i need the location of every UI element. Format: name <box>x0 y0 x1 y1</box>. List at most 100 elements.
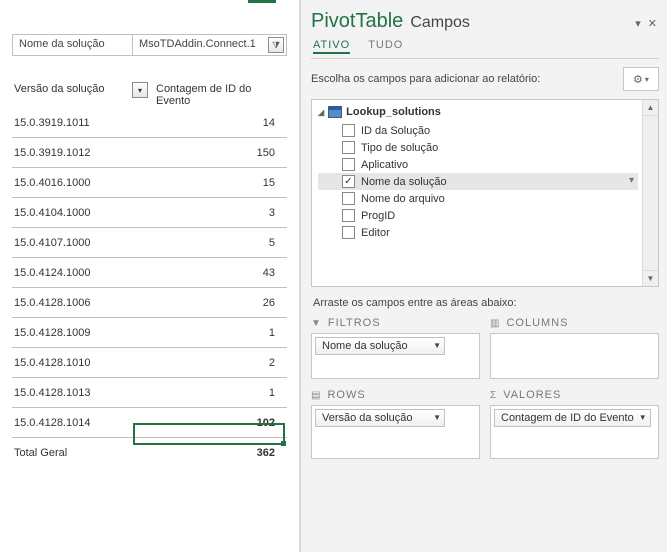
filter-icon: ▼ <box>311 318 322 329</box>
field-label: ProgID <box>361 210 395 222</box>
pivot-row-label[interactable]: 15.0.4128.1006 <box>12 297 132 309</box>
pivot-row-value[interactable]: 1 <box>132 327 287 339</box>
pivot-data-row: 15.0.4128.1009 1 <box>12 318 287 348</box>
pivot-total-label[interactable]: Total Geral <box>12 447 132 459</box>
pivot-row-value[interactable]: 14 <box>132 117 287 129</box>
pivot-data-row: 15.0.4104.1000 3 <box>12 198 287 228</box>
pivot-data-row: 15.0.4016.1000 15 <box>12 168 287 198</box>
pivot-data-row: 15.0.4128.1014 102 <box>12 408 287 438</box>
area-filters-title: ▼ FILTROS <box>311 317 480 329</box>
pivot-row-label[interactable]: 15.0.4128.1013 <box>12 387 132 399</box>
pivot-row-label[interactable]: 15.0.4104.1000 <box>12 207 132 219</box>
pivot-filter-dropdown[interactable]: ⧩ <box>268 37 284 53</box>
chevron-down-icon[interactable]: ▼ <box>433 341 441 350</box>
pivot-value-field-header[interactable]: Contagem de ID do Evento <box>132 80 287 102</box>
field-item[interactable]: ProgID <box>318 207 654 224</box>
pivot-sheet: Nome da solução MsoTDAddin.Connect.1 ⧩ V… <box>0 0 300 552</box>
drop-areas: ▼ FILTROS Nome da solução ▼ ▥ COLUMNS <box>311 317 659 459</box>
collapse-icon: ◢ <box>318 108 324 117</box>
table-icon <box>328 106 342 118</box>
chip-values[interactable]: Contagem de ID do Evento ▼ <box>494 409 651 427</box>
tab-all[interactable]: TUDO <box>368 39 403 51</box>
pivot-row-value[interactable]: 1 <box>132 387 287 399</box>
pivot-total-value-cell[interactable]: 362 <box>132 447 287 459</box>
pivot-row-value[interactable]: 2 <box>132 357 287 369</box>
field-item[interactable]: ✓ Nome da solução ▾ <box>318 173 638 190</box>
field-label: Nome do arquivo <box>361 193 445 205</box>
chevron-down-icon[interactable]: ▼ <box>639 413 647 422</box>
field-item[interactable]: Aplicativo <box>318 156 654 173</box>
field-item[interactable]: Editor <box>318 224 654 241</box>
area-values-title: Σ VALORES <box>490 389 659 401</box>
field-list: ◢ Lookup_solutions ID da Solução Tipo de… <box>311 99 659 287</box>
pivot-filter-value-cell[interactable]: MsoTDAddin.Connect.1 ⧩ <box>133 35 286 55</box>
area-values-label: VALORES <box>503 389 561 401</box>
pivot-row-value[interactable]: 43 <box>132 267 287 279</box>
pane-window-buttons[interactable]: ▾ ✕ <box>635 17 659 30</box>
pivot-total-row: Total Geral 362 <box>12 438 287 468</box>
field-label: Nome da solução <box>361 176 447 188</box>
area-rows-label: ROWS <box>327 389 365 401</box>
chevron-down-icon[interactable]: ▼ <box>433 413 441 422</box>
pivot-filter-field[interactable]: Nome da solução <box>13 35 133 55</box>
field-checkbox[interactable]: ✓ <box>342 175 355 188</box>
scroll-down-icon[interactable]: ▼ <box>643 270 658 286</box>
table-node[interactable]: ◢ Lookup_solutions <box>318 106 654 118</box>
pivot-row-value[interactable]: 15 <box>132 177 287 189</box>
columns-icon: ▥ <box>490 318 500 329</box>
area-filters-label: FILTROS <box>328 317 381 329</box>
pivot-headers: Versão da solução ▾ Contagem de ID do Ev… <box>12 80 287 102</box>
pivot-data-row: 15.0.4128.1010 2 <box>12 348 287 378</box>
pivot-row-label[interactable]: 15.0.4128.1010 <box>12 357 132 369</box>
area-values: Σ VALORES Contagem de ID do Evento ▼ <box>490 389 659 459</box>
sigma-icon: Σ <box>490 390 497 401</box>
pivot-data-row: 15.0.3919.1012 150 <box>12 138 287 168</box>
field-checkbox[interactable] <box>342 192 355 205</box>
pivot-row-label[interactable]: 15.0.3919.1012 <box>12 147 132 159</box>
area-values-box[interactable]: Contagem de ID do Evento ▼ <box>490 405 659 459</box>
pivot-row-field-label: Versão da solução <box>14 83 105 95</box>
sheet-tab-indicator <box>248 0 276 3</box>
pivot-row-label[interactable]: 15.0.4128.1014 <box>12 417 132 429</box>
scroll-up-icon[interactable]: ▲ <box>643 100 658 116</box>
field-checkbox[interactable] <box>342 209 355 222</box>
chip-filter-label: Nome da solução <box>322 340 408 352</box>
field-checkbox[interactable] <box>342 158 355 171</box>
pane-tabs: ATIVO TUDO <box>311 35 659 53</box>
chip-rows[interactable]: Versão da solução ▼ <box>315 409 445 427</box>
field-item[interactable]: Nome do arquivo <box>318 190 654 207</box>
area-rows-title: ▤ ROWS <box>311 389 480 401</box>
field-filter-icon[interactable]: ▾ <box>629 175 634 186</box>
chevron-down-icon: ▾ <box>645 75 649 84</box>
area-columns-box[interactable] <box>490 333 659 379</box>
pivot-row-label[interactable]: 15.0.4016.1000 <box>12 177 132 189</box>
area-columns-title: ▥ COLUMNS <box>490 317 659 329</box>
pivot-data-row: 15.0.4124.1000 43 <box>12 258 287 288</box>
pivot-data-row: 15.0.4128.1013 1 <box>12 378 287 408</box>
field-label: Editor <box>361 227 390 239</box>
pane-settings-button[interactable]: ⚙ ▾ <box>623 67 659 91</box>
chip-filter[interactable]: Nome da solução ▼ <box>315 337 445 355</box>
pivot-row-value[interactable]: 26 <box>132 297 287 309</box>
area-rows-box[interactable]: Versão da solução ▼ <box>311 405 480 459</box>
pivot-row-label[interactable]: 15.0.3919.1011 <box>12 117 132 129</box>
pivot-row-value[interactable]: 102 <box>132 417 287 429</box>
field-list-scrollbar[interactable]: ▲ ▼ <box>642 100 658 286</box>
pivot-row-value[interactable]: 5 <box>132 237 287 249</box>
tab-active[interactable]: ATIVO <box>313 39 350 51</box>
pivot-row-field-header[interactable]: Versão da solução ▾ <box>12 80 132 102</box>
field-item[interactable]: ID da Solução <box>318 122 654 139</box>
pivot-row-value[interactable]: 150 <box>132 147 287 159</box>
pivot-row-value[interactable]: 3 <box>132 207 287 219</box>
pivot-row-label[interactable]: 15.0.4124.1000 <box>12 267 132 279</box>
field-label: ID da Solução <box>361 125 430 137</box>
pivot-row-field-dropdown[interactable]: ▾ <box>132 82 148 98</box>
field-item[interactable]: Tipo de solução <box>318 139 654 156</box>
field-checkbox[interactable] <box>342 141 355 154</box>
field-checkbox[interactable] <box>342 226 355 239</box>
pivot-row-label[interactable]: 15.0.4107.1000 <box>12 237 132 249</box>
pivot-row-label[interactable]: 15.0.4128.1009 <box>12 327 132 339</box>
area-filters-box[interactable]: Nome da solução ▼ <box>311 333 480 379</box>
field-checkbox[interactable] <box>342 124 355 137</box>
pivot-filter-value: MsoTDAddin.Connect.1 <box>139 38 256 50</box>
